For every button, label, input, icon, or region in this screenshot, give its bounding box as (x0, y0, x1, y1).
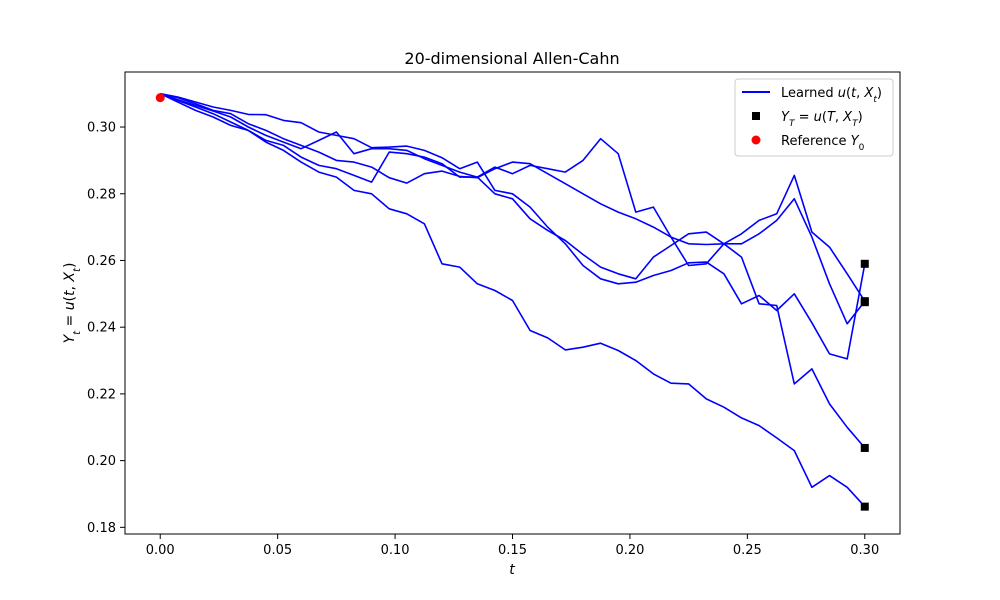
terminal-point-square (860, 259, 869, 268)
y-tick-label: 0.24 (87, 321, 116, 336)
series-line-path-5 (159, 92, 866, 508)
x-axis-label: t (509, 562, 515, 578)
legend-box (734, 78, 894, 157)
y-tick-label: 0.20 (87, 454, 116, 469)
terminal-point-square (860, 298, 869, 307)
y-tick-label: 0.26 (87, 254, 116, 269)
y-tick-label: 0.30 (87, 121, 116, 136)
legend-label-learned: Learned u(t, Xt) (781, 86, 882, 105)
series-line-path-1 (160, 92, 866, 360)
x-tick-label: 0.00 (146, 543, 175, 558)
legend-square-swatch (752, 112, 760, 120)
x-tick-label: 0.20 (615, 543, 644, 558)
terminal-point-square (860, 443, 869, 452)
y-tick-label: 0.22 (87, 387, 116, 402)
series-line-path-4 (159, 92, 866, 449)
legend-label-reference: Reference Y0 (781, 134, 865, 153)
legend-label-terminal: YT = u(T, XT) (781, 110, 863, 129)
y-tick-label: 0.18 (87, 521, 116, 536)
x-tick-label: 0.10 (381, 543, 410, 558)
chart-title: 20-dimensional Allen-Cahn (404, 49, 619, 68)
markers-group (155, 93, 869, 511)
legend-circle-swatch (751, 135, 761, 145)
legend: Learned u(t, Xt) YT = u(T, XT) Reference… (734, 78, 894, 157)
x-axis: 0.00 0.05 0.10 0.15 0.20 0.25 0.30 (146, 534, 879, 558)
reference-point-circle (155, 93, 165, 103)
x-tick-label: 0.05 (263, 543, 292, 558)
y-tick-label: 0.28 (87, 187, 116, 202)
x-tick-label: 0.30 (850, 543, 879, 558)
series-line-path-3 (159, 92, 866, 325)
terminal-point-square (860, 502, 869, 511)
series-line-path-2 (160, 92, 866, 302)
x-tick-label: 0.25 (733, 543, 762, 558)
x-tick-label: 0.15 (498, 543, 527, 558)
y-axis: 0.18 0.20 0.22 0.24 0.26 0.28 0.30 (87, 121, 125, 536)
series-group (159, 92, 866, 508)
y-axis-label: Yt = u(t, Xt) (62, 263, 83, 344)
